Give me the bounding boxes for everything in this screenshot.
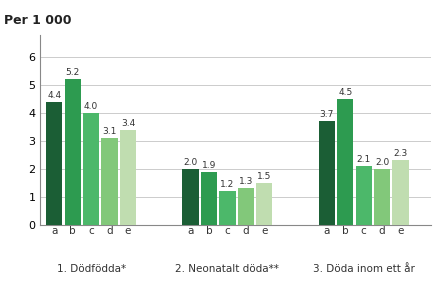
- Text: 3.1: 3.1: [103, 127, 117, 136]
- Bar: [102, 138, 117, 225]
- Text: Per 1 000: Per 1 000: [4, 14, 72, 27]
- Text: 2.0: 2.0: [375, 158, 389, 167]
- Text: 4.4: 4.4: [47, 91, 62, 100]
- Text: 3.4: 3.4: [121, 119, 135, 128]
- Text: 1.5: 1.5: [257, 172, 271, 181]
- Bar: [83, 113, 99, 225]
- Bar: [201, 172, 217, 225]
- Text: 2.3: 2.3: [393, 149, 407, 158]
- Text: 5.2: 5.2: [66, 68, 80, 77]
- Bar: [356, 166, 372, 225]
- Bar: [392, 160, 409, 225]
- Bar: [319, 121, 335, 225]
- Text: 2.1: 2.1: [356, 155, 371, 164]
- Text: 3.7: 3.7: [320, 110, 334, 119]
- Text: 1.3: 1.3: [238, 177, 253, 186]
- Text: 2. Neonatalt döda**: 2. Neonatalt döda**: [176, 264, 279, 274]
- Bar: [120, 130, 136, 225]
- Text: 1.9: 1.9: [202, 161, 216, 170]
- Bar: [337, 99, 353, 225]
- Text: 2.0: 2.0: [183, 158, 198, 167]
- Bar: [65, 79, 81, 225]
- Bar: [46, 102, 62, 225]
- Bar: [238, 188, 254, 225]
- Bar: [374, 169, 390, 225]
- Text: 4.0: 4.0: [84, 102, 98, 111]
- Bar: [256, 183, 272, 225]
- Text: 1. Dödfödda*: 1. Dödfödda*: [57, 264, 126, 274]
- Bar: [219, 191, 235, 225]
- Text: 1.2: 1.2: [220, 180, 235, 189]
- Text: 3. Döda inom ett år: 3. Döda inom ett år: [313, 264, 414, 274]
- Text: 4.5: 4.5: [338, 88, 352, 97]
- Bar: [183, 169, 199, 225]
